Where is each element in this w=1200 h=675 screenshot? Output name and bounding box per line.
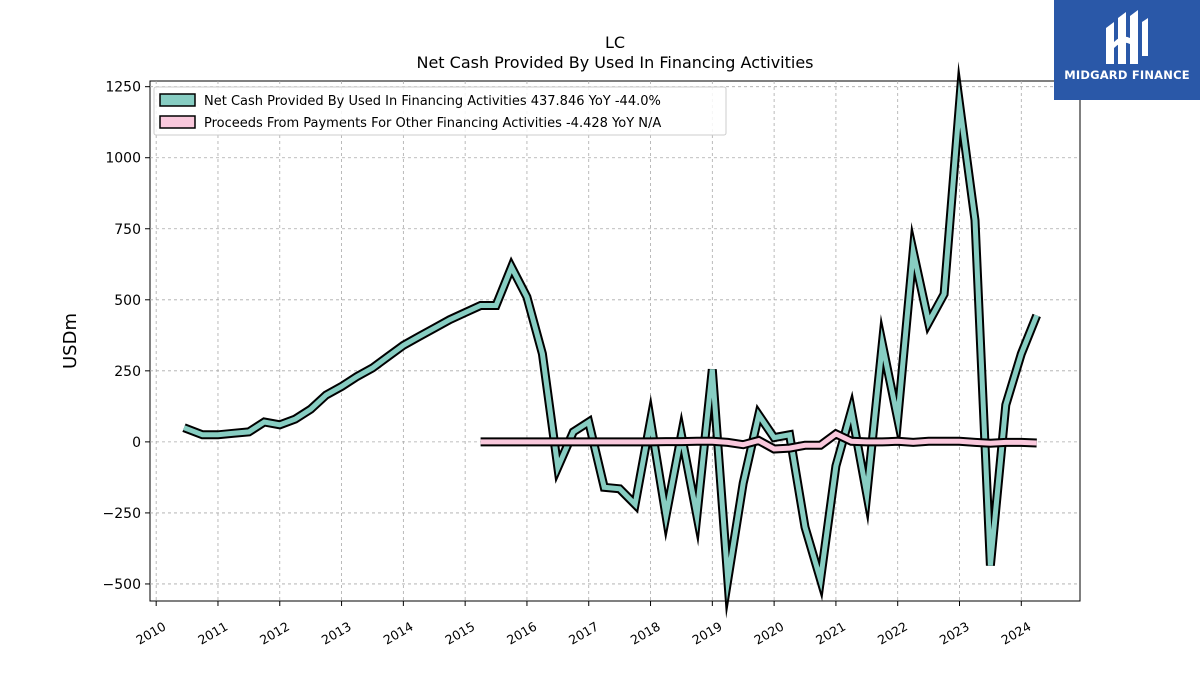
plot-area <box>149 80 1081 602</box>
y-tick-label: 250 <box>114 364 141 380</box>
y-tick-label: −500 <box>103 577 141 593</box>
y-tick-label: 0 <box>132 435 141 451</box>
x-tick-label: 2015 <box>442 619 477 648</box>
chart-title: LC <box>605 33 625 52</box>
legend-swatch-financing <box>159 93 196 107</box>
x-tick-label: 2012 <box>257 619 292 648</box>
grid <box>150 81 1080 601</box>
y-tick-label: 1000 <box>105 151 141 167</box>
x-tick-label: 2022 <box>875 619 910 648</box>
midgard-logo-icon <box>1106 10 1148 64</box>
x-tick-label: 2017 <box>566 619 601 648</box>
y-tick-label: 750 <box>114 222 141 238</box>
legend-label-financing: Net Cash Provided By Used In Financing A… <box>204 94 661 109</box>
y-tick-label: −250 <box>103 506 141 522</box>
x-tick-label: 2018 <box>628 619 663 648</box>
legend: Net Cash Provided By Used In Financing A… <box>153 86 727 136</box>
x-tick-label: 2010 <box>133 619 168 648</box>
x-tick-label: 2021 <box>813 619 848 648</box>
y-axis-label: USDm <box>60 313 81 369</box>
legend-box <box>153 86 727 136</box>
x-tick-label: 2013 <box>319 619 354 648</box>
x-tick-label: 2019 <box>690 619 725 648</box>
series-1-line <box>480 430 1037 452</box>
x-tick-label: 2020 <box>751 619 786 648</box>
brand-name: MIDGARD FINANCE <box>1064 68 1190 82</box>
brand-logo: MIDGARD FINANCE <box>1054 0 1200 100</box>
chart-subtitle: Net Cash Provided By Used In Financing A… <box>416 53 813 72</box>
x-tick-label: 2023 <box>937 619 972 648</box>
y-tick-label: 1250 <box>105 80 141 96</box>
legend-label-other: Proceeds From Payments For Other Financi… <box>204 116 661 131</box>
x-tick-label: 2024 <box>999 619 1034 648</box>
x-tick-label: 2014 <box>381 619 416 648</box>
series-layer <box>182 61 1041 619</box>
legend-swatch-other <box>159 115 196 129</box>
series-0-line <box>183 80 1040 602</box>
x-tick-label: 2016 <box>504 619 539 648</box>
x-tick-label: 2011 <box>195 619 230 648</box>
y-tick-label: 500 <box>114 293 141 309</box>
